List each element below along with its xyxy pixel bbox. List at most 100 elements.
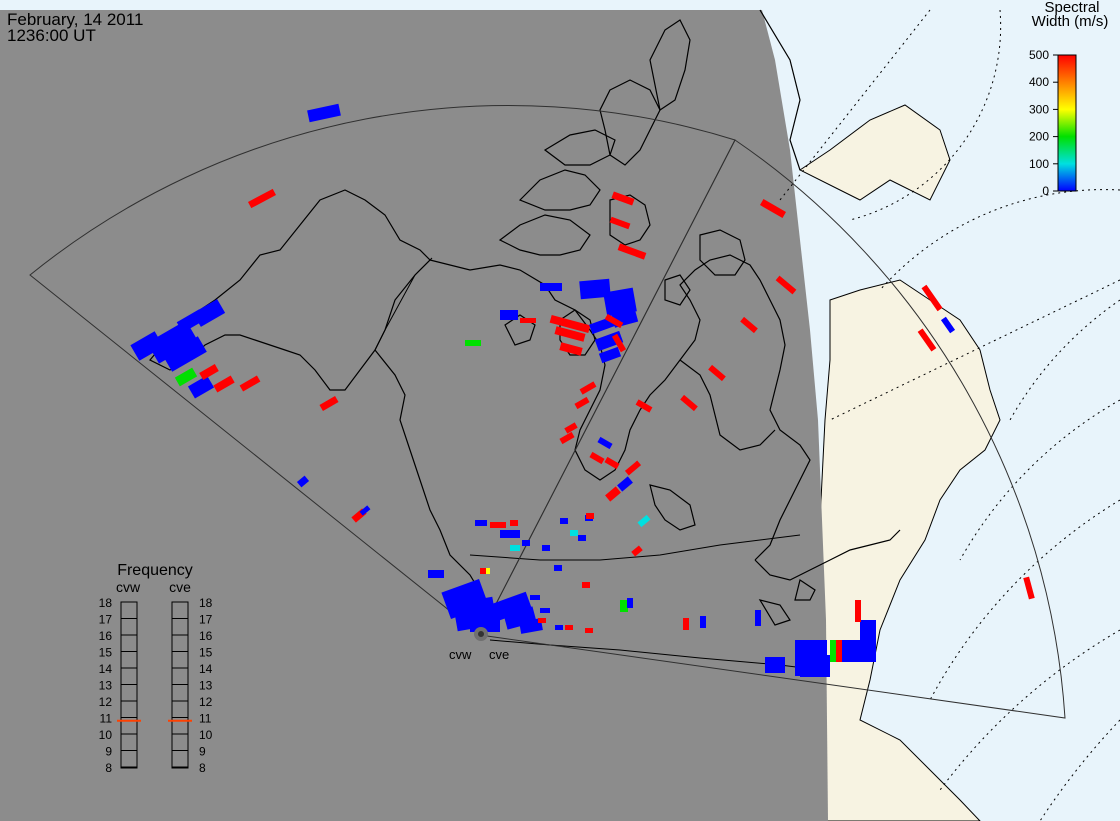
scatter-cell [585,628,593,633]
scatter-cell [917,328,937,352]
scatter-cell [555,625,563,630]
scatter-cell [480,568,490,574]
scatter-cell [759,198,787,219]
frequency-panel: Frequency cvw cve 18 18 17 17 16 16 15 15 14 14 13… [99,562,213,775]
scatter-cell [560,518,568,524]
scatter-cell [549,314,591,334]
scatter-cell [611,333,627,353]
scatter-cell [631,545,643,557]
scatter-cell [579,278,611,300]
scatter-cell [542,545,550,551]
frequency-label-cvw: 12 [99,695,113,709]
scatter-cell [192,299,226,327]
scatter-cell [921,284,943,312]
site-label-cve: cve [489,647,509,662]
colorbar-tick-label: 300 [1029,102,1049,116]
scatter-cell [617,476,633,492]
scatter-cell [319,395,339,412]
scatter-cell [637,514,651,528]
colorbar-tick-label: 200 [1029,130,1049,144]
scatter-cell [519,618,543,634]
frequency-label-cve: 10 [199,728,213,742]
scatter-cell [247,188,277,209]
scatter-cell [486,568,490,574]
frequency-label-cvw: 13 [99,679,113,693]
scatter-cell [700,616,706,628]
scatter-cell [570,530,578,536]
scatter-cell [604,456,620,470]
colorbar-tick-label: 500 [1029,48,1049,62]
scatter-cell [855,600,861,622]
scatter-cell [624,460,642,476]
scatter-cell [604,313,624,329]
scatter-cell [174,367,198,387]
scatter-cell [530,595,540,600]
scatter-cell [836,640,842,662]
fov-cve [479,139,1066,719]
frequency-radar-cvw: cvw [116,579,141,595]
scatter-cell [559,342,583,356]
scatter-cell [520,318,536,323]
scatter-cell [611,191,635,206]
frequency-label-cvw: 15 [99,646,113,660]
scatter-cell [239,375,261,392]
colorbar-title-1: Spectral [1044,0,1099,16]
coastlines [149,9,901,626]
scatter-cell [163,336,207,372]
scatter-cell [199,364,219,380]
scatter-cell [708,364,726,382]
scatter-cell [538,618,546,623]
frequency-label-cvw: 10 [99,728,113,742]
scatter-cell [187,375,215,399]
frequency-label-cve: 14 [199,662,213,676]
scatter-cell [465,340,481,346]
scatter-cell [740,316,758,334]
scatter-cell [635,399,653,413]
night-side [0,10,828,821]
fov-cvw [29,104,736,636]
scatter-cell [578,535,586,541]
scatter-cell [565,625,573,630]
frequency-label-cve: 15 [199,646,213,660]
scatter-cell [620,600,628,612]
colorbar-tick-label: 400 [1029,75,1049,89]
colorbar-tick-label: 100 [1029,157,1049,171]
frequency-label-cvw: 16 [99,629,113,643]
frequency-label-cvw: 11 [100,712,113,726]
scatter-cell [800,655,830,677]
scatter-cell [609,216,631,230]
scatter-cell [359,505,371,516]
scatter-cell [680,394,698,412]
scatter-cell [559,431,575,445]
scatter-cell [586,513,594,519]
scatter-cell [775,275,797,295]
scatter-cell [510,545,520,551]
colorbar-title-2: Width (m/s) [1032,13,1109,30]
frequency-label-cvw: 14 [99,662,113,676]
scatter-cell [510,520,518,526]
latitude-grid [779,9,1120,821]
scatter-cell [940,316,956,334]
scatter-cell [598,346,622,364]
scatter-cells [130,103,1035,677]
frequency-label-cvw: 8 [105,761,112,775]
frequency-label-cve: 18 [199,596,213,610]
political-borders [374,257,821,671]
scatter-cell [213,375,235,393]
scatter-cell [755,610,761,626]
scatter-cell [475,520,487,526]
frequency-label-cve: 17 [199,613,213,627]
scatter-cell [428,570,444,578]
scatter-cell [540,608,550,613]
scatter-cell [296,475,310,488]
scatter-cell [860,620,876,642]
scatter-cell [488,591,532,623]
frequency-radar-cve: cve [169,579,191,595]
frequency-label-cve: 16 [199,629,213,643]
scatter-cell [589,451,605,465]
radar-fov [29,104,1066,719]
frequency-label-cve: 13 [199,679,213,693]
scatter-cell [765,657,785,673]
scatter-cell [554,565,562,571]
